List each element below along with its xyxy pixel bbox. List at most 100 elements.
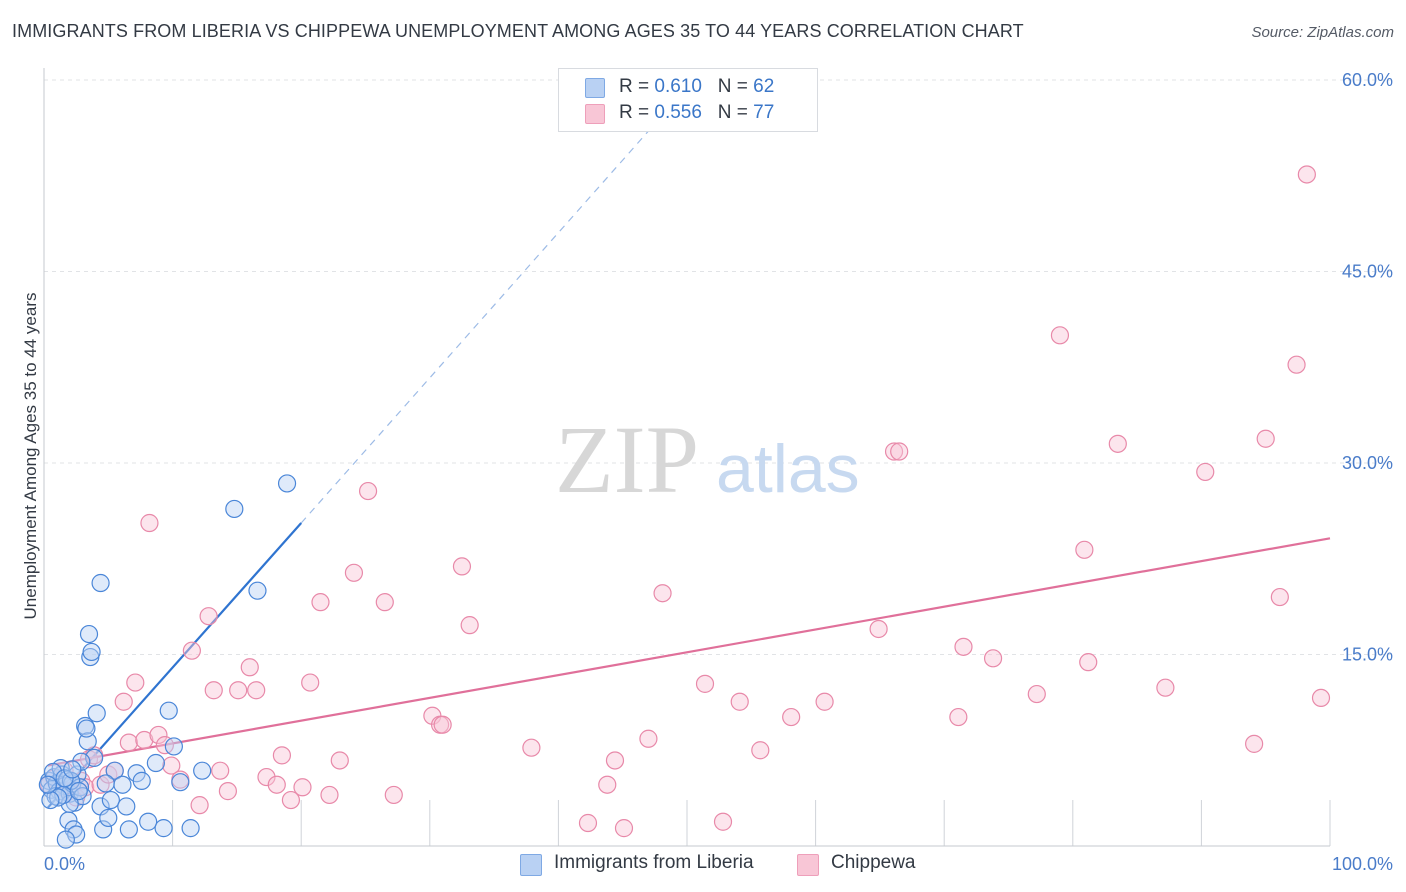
liberia-point (99, 808, 118, 828)
liberia-point (132, 771, 151, 790)
liberia-point (181, 819, 200, 838)
y-tick-label: 15.0% (1342, 645, 1393, 665)
chippewa-point (614, 819, 634, 838)
liberia-point (91, 573, 110, 593)
y-tick-label: 30.0% (1342, 453, 1393, 473)
legend-n-value-chippewa: 77 (753, 102, 775, 123)
legend-r-label: R = (619, 102, 650, 123)
y-axis-label: Unemployment Among Ages 35 to 44 years (21, 293, 40, 620)
liberia-point (154, 819, 173, 838)
liberia-point (117, 797, 136, 816)
chippewa-point (452, 557, 472, 576)
liberia-point (139, 812, 158, 831)
liberia-point (105, 761, 124, 780)
chippewa-point (730, 692, 749, 711)
y-tick-label: 45.0% (1342, 262, 1393, 282)
liberia-trend-extension (300, 130, 649, 524)
gridlines (44, 79, 1392, 655)
chippewa-point (344, 563, 364, 582)
chippewa-point (782, 707, 801, 727)
chippewa-point (884, 442, 904, 461)
watermark: ZIP atlas (555, 406, 860, 513)
chippewa-point (211, 761, 230, 780)
chippewa-point (135, 730, 154, 750)
source-credit: Source: ZipAtlas.com (1251, 24, 1394, 41)
legend-r-value-chippewa: 0.556 (654, 102, 702, 123)
liberia-point (63, 760, 82, 779)
liberia-point (87, 704, 106, 723)
chippewa-point (983, 649, 1003, 668)
legend-n-label: N = (717, 102, 748, 123)
liberia-point (82, 642, 101, 662)
chippewa-point (114, 692, 133, 711)
chippewa-point (320, 785, 339, 805)
liberia-point (64, 820, 83, 839)
chippewa-point (598, 775, 617, 794)
chart-title: IMMIGRANTS FROM LIBERIA VS CHIPPEWA UNEM… (12, 21, 1024, 41)
legend-r-label: R = (619, 76, 650, 97)
liberia-point (159, 701, 178, 720)
chippewa-point (1270, 587, 1289, 607)
chippewa-point (1156, 678, 1175, 697)
liberia-point (119, 820, 138, 839)
chippewa-point (460, 616, 479, 635)
chippewa-point (815, 692, 834, 711)
chippewa-point (330, 751, 349, 770)
series-swatch-chippewa (797, 854, 819, 876)
chippewa-point (522, 738, 541, 757)
chippewa-point (375, 593, 394, 612)
chippewa-point (358, 481, 378, 501)
chippewa-point (1027, 684, 1046, 704)
chippewa-point (301, 673, 320, 692)
chippewa-point (1311, 688, 1331, 708)
chippewa-point (162, 756, 181, 775)
chippewa-point (149, 725, 168, 745)
liberia-point (101, 790, 120, 810)
chippewa-point (751, 741, 770, 760)
chippewa-point (267, 775, 286, 794)
chippewa-point (869, 619, 888, 639)
liberia-point (79, 624, 99, 644)
chippewa-point (1108, 434, 1127, 453)
liberia-point (193, 761, 212, 780)
chippewa-points (40, 165, 1331, 838)
chippewa-point (190, 796, 209, 815)
chippewa-trend-line (47, 537, 1331, 767)
liberia-point (146, 753, 165, 773)
chippewa-point (240, 658, 259, 677)
chippewa-point (140, 513, 159, 533)
chippewa-point (1079, 653, 1098, 672)
chippewa-point (1050, 326, 1070, 345)
legend-n-value-liberia: 62 (753, 76, 775, 97)
chippewa-point (272, 746, 292, 765)
legend-swatch-chippewa (585, 104, 605, 124)
chippewa-point (293, 778, 312, 797)
chippewa-point (311, 593, 330, 612)
x-tick-label: 100.0% (1332, 854, 1393, 874)
legend-swatch-liberia (585, 78, 605, 98)
legend-r-value-liberia: 0.610 (654, 76, 702, 97)
liberia-point (38, 775, 57, 794)
chippewa-point (1196, 462, 1215, 482)
watermark-zip: ZIP (555, 406, 699, 513)
liberia-points (38, 474, 297, 849)
chippewa-point (639, 729, 658, 748)
legend-n-label: N = (717, 76, 748, 97)
tick-labels: 15.0% 30.0% 45.0% 60.0% 0.0% 100.0% (44, 70, 1393, 874)
x-tick-label: 0.0% (44, 854, 85, 874)
chippewa-point (229, 681, 248, 700)
liberia-point (60, 794, 79, 813)
chippewa-point (182, 641, 201, 660)
chippewa-point (119, 733, 138, 752)
chippewa-point (890, 442, 909, 461)
chippewa-point (199, 607, 218, 626)
chippewa-point (653, 584, 672, 603)
chippewa-point (257, 767, 276, 787)
series-label-liberia: Immigrants from Liberia (554, 852, 754, 873)
chippewa-point (281, 790, 301, 810)
chippewa-point (713, 812, 733, 831)
chippewa-point (384, 785, 403, 805)
chippewa-point (578, 813, 598, 833)
liberia-point (248, 581, 267, 600)
liberia-point (77, 719, 96, 738)
